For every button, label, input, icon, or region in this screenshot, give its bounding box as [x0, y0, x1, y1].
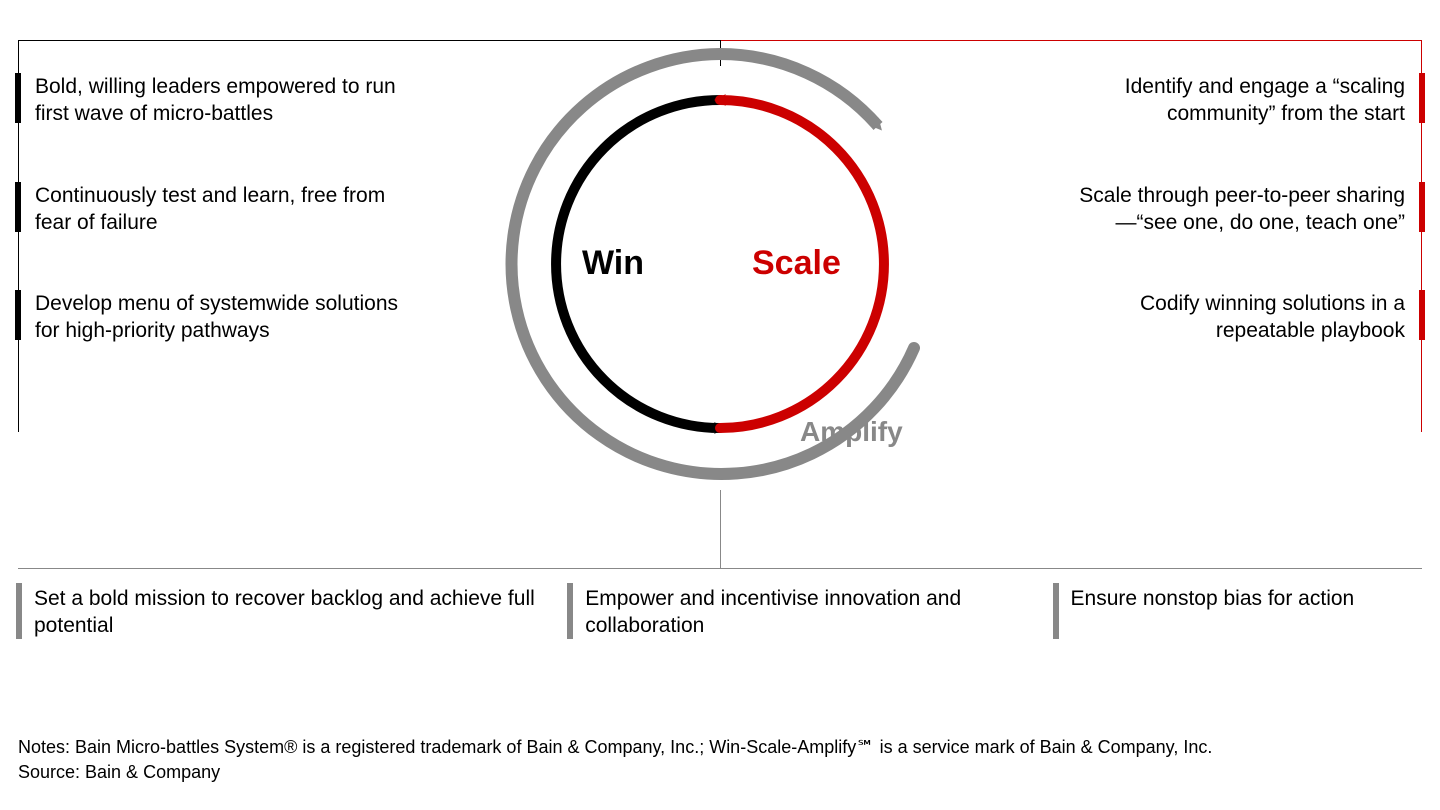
win-item: Continuously test and learn, free from f…	[19, 182, 399, 237]
cycle-diagram: Win Scale Amplify	[494, 38, 946, 490]
scale-item: Scale through peer-to-peer sharing—“see …	[1041, 182, 1421, 237]
footer-notes: Notes: Bain Micro-battles System® is a r…	[18, 735, 1212, 784]
notes-line: Notes: Bain Micro-battles System® is a r…	[18, 735, 1212, 759]
source-line: Source: Bain & Company	[18, 760, 1212, 784]
scale-item: Codify winning solutions in a repeatable…	[1041, 290, 1421, 345]
amplify-ring	[512, 54, 914, 474]
win-item: Bold, willing leaders empowered to run f…	[19, 73, 399, 128]
win-box: Bold, willing leaders empowered to run f…	[18, 40, 398, 432]
amplify-box: Set a bold mission to recover backlog an…	[18, 568, 1422, 668]
scale-box: Identify and engage a “scaling community…	[1042, 40, 1422, 432]
cycle-svg	[494, 38, 946, 490]
diagram-container: Bold, willing leaders empowered to run f…	[0, 0, 1440, 810]
scale-item: Identify and engage a “scaling community…	[1041, 73, 1421, 128]
amplify-item: Empower and incentivise innovation and c…	[569, 585, 1024, 640]
connector-bottom	[720, 490, 721, 568]
amplify-item: Ensure nonstop bias for action	[1055, 585, 1422, 640]
amplify-item: Set a bold mission to recover backlog an…	[18, 585, 539, 640]
win-item: Develop menu of systemwide solutions for…	[19, 290, 399, 345]
scale-arc	[720, 100, 884, 428]
win-arc	[556, 100, 720, 428]
